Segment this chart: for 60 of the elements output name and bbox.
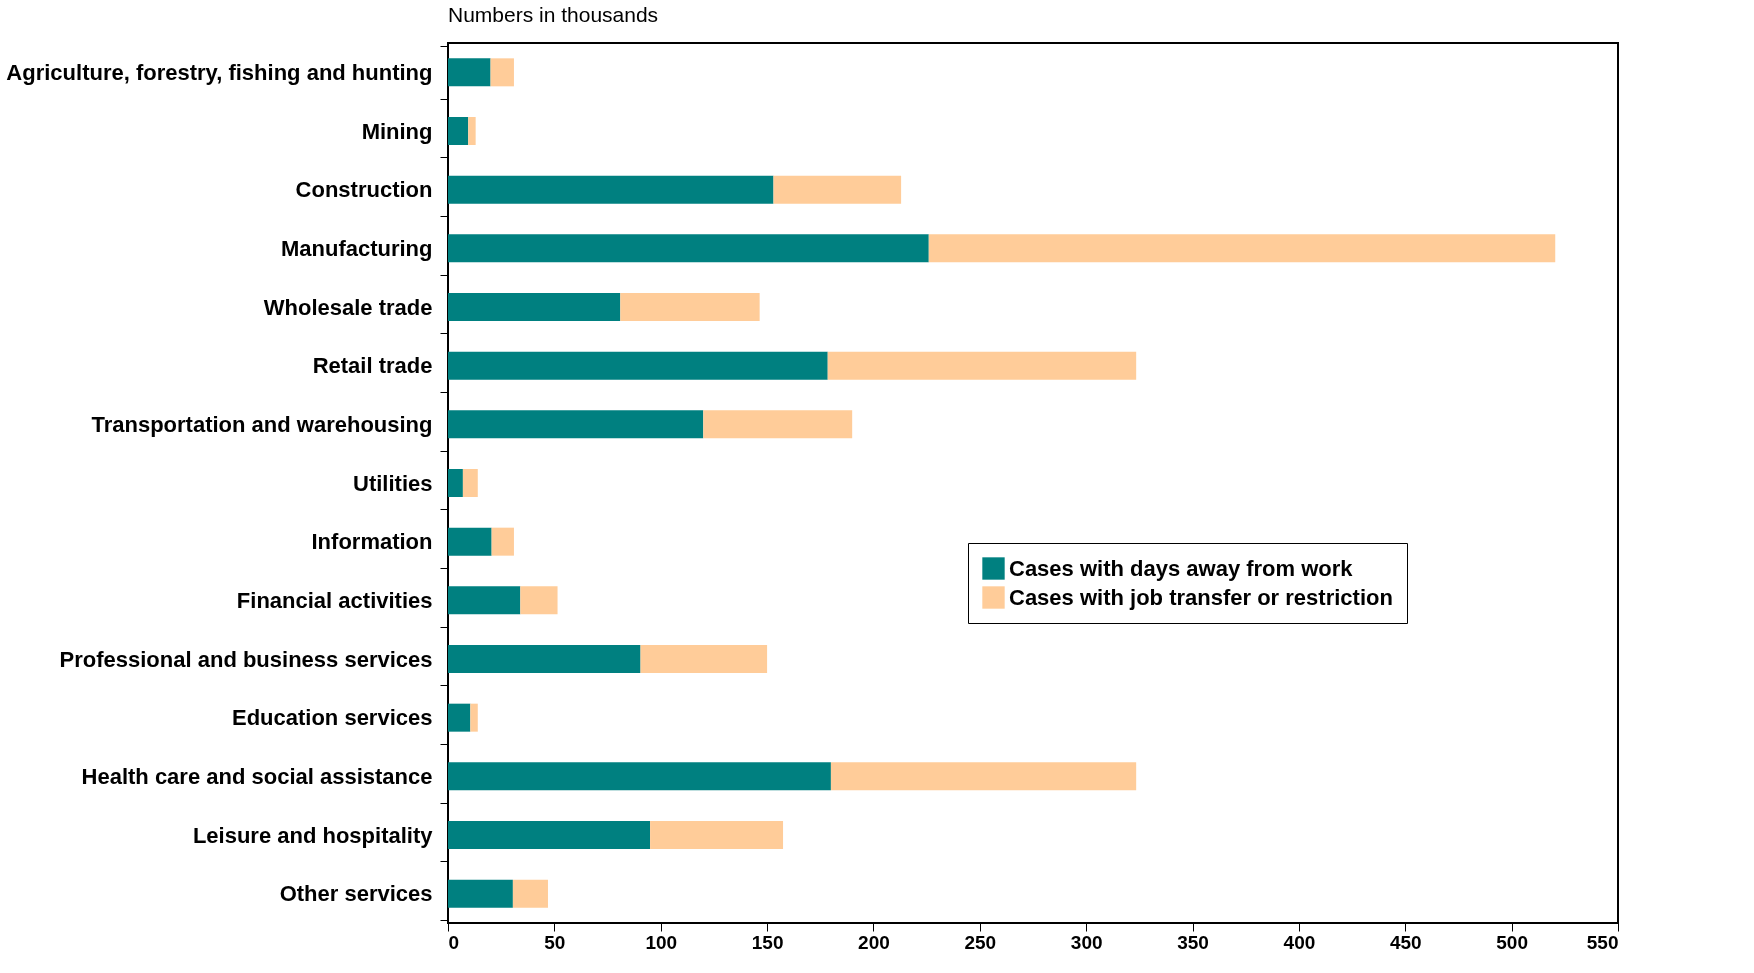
x-tick-label: 350: [1177, 931, 1209, 953]
bar: [448, 645, 641, 673]
bar: [448, 469, 463, 497]
chart-title: Numbers in thousands: [448, 3, 659, 26]
x-tick-label: 50: [544, 931, 566, 953]
y-tick-label: Leisure and hospitality: [192, 822, 434, 848]
bar: [773, 175, 902, 204]
y-tick-label: Professional and business services: [59, 646, 433, 672]
x-tick-label: 0: [448, 931, 460, 953]
y-tick-label: Financial activities: [236, 587, 433, 613]
x-tick-label: 400: [1283, 931, 1316, 953]
y-tick-label: Manufacturing: [280, 235, 433, 261]
bar: [520, 586, 558, 615]
bar: [490, 58, 514, 87]
bar: [928, 234, 1556, 263]
x-tick-label: 500: [1496, 931, 1528, 953]
y-tick-label: Transportation and warehousing: [91, 411, 433, 437]
bar: [448, 703, 471, 732]
y-tick-label: Agriculture, forestry, fishing and hunting: [6, 59, 433, 85]
bar: [448, 879, 513, 908]
y-tick-label: Wholesale trade: [263, 294, 433, 320]
bar: [448, 351, 828, 380]
bar: [512, 879, 548, 908]
bar: [448, 58, 491, 87]
bar: [448, 762, 831, 791]
x-tick-label: 100: [645, 931, 678, 953]
bar: [448, 234, 929, 263]
bar: [448, 527, 492, 556]
bar: [468, 117, 476, 145]
y-tick-label: Health care and social assistance: [81, 763, 433, 789]
bar: [448, 821, 651, 849]
bar: [462, 469, 478, 497]
legend-label: Cases with days away from work: [1009, 555, 1354, 581]
x-tick-label: 300: [1070, 931, 1103, 953]
y-tick-label: Retail trade: [312, 353, 433, 379]
bar: [448, 586, 521, 615]
x-tick-label: 450: [1389, 931, 1422, 953]
bar: [448, 117, 469, 145]
y-tick-label: Information: [311, 529, 433, 555]
bar: [448, 175, 774, 204]
bar: [491, 527, 514, 556]
y-tick-label: Construction: [295, 177, 433, 203]
bar: [620, 293, 760, 321]
legend-label: Cases with job transfer or restriction: [1009, 584, 1393, 610]
bar: [470, 703, 478, 732]
x-tick-label: 150: [751, 931, 784, 953]
y-tick-label: Utilities: [353, 470, 433, 496]
bar: [830, 762, 1137, 791]
x-tick-label: 250: [964, 931, 997, 953]
bar: [703, 410, 853, 439]
x-tick-label: 200: [858, 931, 890, 953]
y-tick-label: Education services: [231, 705, 433, 731]
bar: [448, 410, 704, 439]
bar: [448, 293, 621, 321]
y-tick-label: Mining: [361, 118, 433, 144]
bar: [827, 351, 1137, 380]
bar: [640, 645, 768, 673]
bar: [650, 821, 784, 849]
y-tick-label: Other services: [279, 881, 433, 907]
x-tick-label: 550: [1586, 931, 1619, 953]
